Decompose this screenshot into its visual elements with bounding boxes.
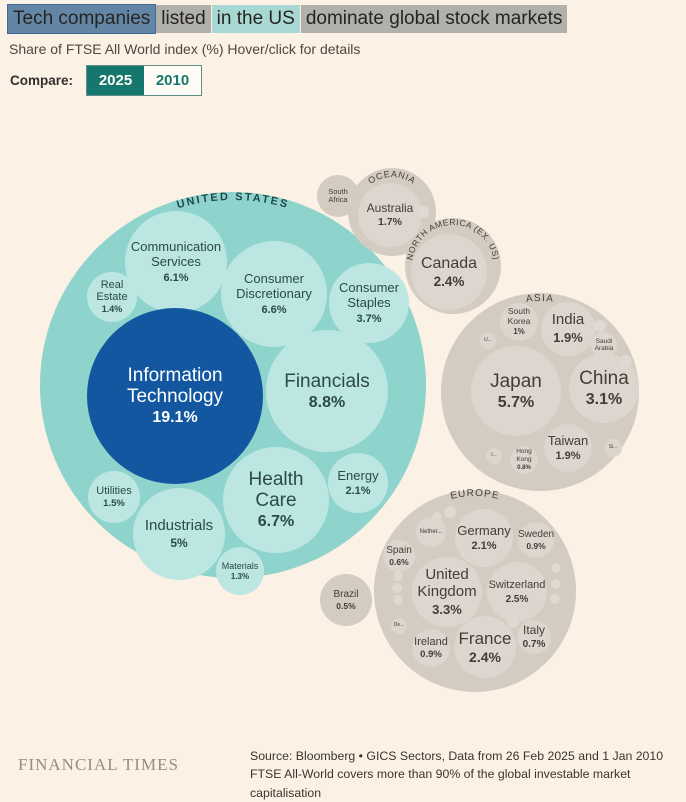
bubble-europe-dot-5 <box>393 595 403 605</box>
bubble-canada-label: Canada 2.4% <box>420 254 478 289</box>
bubble-communication-services[interactable]: Communication Services 6.1% <box>125 211 227 313</box>
title-segment: listed <box>156 5 211 33</box>
bubble-utilities[interactable]: Utilities 1.5% <box>88 471 140 523</box>
bubble-information-technology-label: Information Technology 19.1% <box>126 364 224 427</box>
bubble-japan[interactable]: Japan 5.7% <box>471 346 561 436</box>
bubble-italy-label: Italy 0.7% <box>522 622 546 651</box>
bubble-europe-dot-4 <box>392 583 402 593</box>
bubble-denmark[interactable]: De... <box>391 618 407 634</box>
bubble-europe-dot-7 <box>551 579 561 589</box>
bubble-real-estate[interactable]: Real Estate 1.4% <box>87 272 137 322</box>
bubble-denmark-label: De... <box>393 622 405 629</box>
bubble-japan-label: Japan 5.7% <box>490 370 542 411</box>
bubble-europe-dot-1 <box>444 506 456 518</box>
bubble-communication-services-label: Communication Services 6.1% <box>130 239 222 284</box>
bubble-europe-dot-9 <box>507 616 519 628</box>
bubble-france-label: France 2.4% <box>458 628 512 665</box>
bubble-india[interactable]: India 1.9% <box>541 302 595 356</box>
bubble-ireland[interactable]: Ireland 0.9% <box>412 629 450 667</box>
bubble-asia-dot-2 <box>620 355 632 367</box>
bubble-industrials-label: Industrials 5% <box>144 517 214 550</box>
bubble-europe-dot-3 <box>393 571 403 581</box>
bubble-netherlands-label: Nether... <box>419 528 443 535</box>
bubble-consumer-staples-label: Consumer Staples 3.7% <box>339 280 399 325</box>
bubble-south-korea[interactable]: South Korea 1% <box>500 303 538 341</box>
bubble-sweden[interactable]: Sweden 0.9% <box>518 522 554 558</box>
bubble-new-zealand-dot <box>417 206 429 218</box>
bubble-uae[interactable]: U... <box>480 333 496 349</box>
compare-label: Compare: <box>10 73 74 88</box>
source-note: Source: Bloomberg • GICS Sectors, Data f… <box>250 747 686 802</box>
bubble-china-label: China 3.1% <box>579 367 629 408</box>
bubble-information-technology[interactable]: Information Technology 19.1% <box>87 308 263 484</box>
bubble-indonesia[interactable]: I... <box>486 448 502 464</box>
bubble-south-korea-label: South Korea 1% <box>507 306 531 337</box>
bubble-europe-dot-8 <box>550 594 560 604</box>
bubble-germany[interactable]: Germany 2.1% <box>455 509 513 567</box>
bubble-singapore[interactable]: Si... <box>604 439 622 457</box>
bubble-energy-label: Energy 2.1% <box>337 467 379 498</box>
bubble-saudi-arabia[interactable]: Saudi Arabia <box>591 332 617 358</box>
source-line-2: FTSE All-World covers more than 90% of t… <box>250 767 631 800</box>
bubble-health-care[interactable]: Health Care 6.7% <box>223 447 329 553</box>
bubble-spain-label: Spain 0.6% <box>386 544 412 567</box>
bubble-real-estate-label: Real Estate 1.4% <box>96 278 128 315</box>
compare-button-2010[interactable]: 2010 <box>144 66 202 95</box>
bubble-uae-label: U... <box>484 337 492 344</box>
bubble-taiwan[interactable]: Taiwan 1.9% <box>544 424 592 472</box>
bubble-germany-label: Germany 2.1% <box>457 522 511 553</box>
bubble-canada[interactable]: Canada 2.4% <box>411 234 487 310</box>
bubble-united-kingdom-label: United Kingdom 3.3% <box>417 566 477 617</box>
bubble-south-africa-label: South Africa <box>328 186 348 204</box>
chart-subtitle: Share of FTSE All World index (%) Hover/… <box>9 41 361 57</box>
bubble-taiwan-label: Taiwan 1.9% <box>547 432 589 463</box>
bubble-financials-label: Financials 8.8% <box>284 370 370 411</box>
source-line-1: Source: Bloomberg • GICS Sectors, Data f… <box>250 749 664 763</box>
bubble-france[interactable]: France 2.4% <box>454 616 516 678</box>
bubble-united-kingdom[interactable]: United Kingdom 3.3% <box>412 557 482 627</box>
bubble-utilities-label: Utilities 1.5% <box>96 484 132 509</box>
financial-times-logo: FINANCIAL TIMES <box>18 755 179 774</box>
bubble-europe-dot-6 <box>551 563 561 573</box>
bubble-health-care-label: Health Care 6.7% <box>248 468 304 531</box>
bubble-asia-dot-1 <box>594 320 606 332</box>
bubble-netherlands[interactable]: Nether... <box>416 517 446 547</box>
compare-button-group: 2025 2010 <box>86 65 203 96</box>
bubble-singapore-label: Si... <box>608 444 618 451</box>
bubble-hong-kong[interactable]: Hong Kong 0.8% <box>510 446 538 474</box>
bubble-india-label: India 1.9% <box>551 311 585 346</box>
bubble-brazil-label: Brazil 0.5% <box>333 588 359 611</box>
bubble-consumer-discretionary-label: Consumer Discretionary 6.6% <box>236 271 312 316</box>
bubble-industrials[interactable]: Industrials 5% <box>133 488 225 580</box>
bubble-italy[interactable]: Italy 0.7% <box>517 620 551 654</box>
bubble-switzerland-label: Switzerland 2.5% <box>488 579 546 605</box>
bubble-brazil[interactable]: Brazil 0.5% <box>320 574 372 626</box>
compare-button-2025[interactable]: 2025 <box>87 66 145 95</box>
bubble-materials-label: Materials 1.3% <box>221 560 259 581</box>
page-title: Tech companies listed in the US dominate gl… <box>6 4 568 34</box>
compare-control: Compare: 2025 2010 <box>10 65 203 96</box>
bubble-europe-dot-2 <box>432 512 442 522</box>
bubble-saudi-arabia-label: Saudi Arabia <box>594 337 614 352</box>
bubble-australia[interactable]: Australia 1.7% <box>358 183 422 247</box>
title-segment: dominate global stock markets <box>300 5 568 33</box>
bubble-energy[interactable]: Energy 2.1% <box>328 453 388 513</box>
bubble-switzerland[interactable]: Switzerland 2.5% <box>487 562 547 622</box>
bubble-indonesia-label: I... <box>491 452 497 459</box>
bubble-ireland-label: Ireland 0.9% <box>414 635 448 660</box>
bubble-hong-kong-label: Hong Kong 0.8% <box>516 448 532 471</box>
bubble-australia-label: Australia 1.7% <box>366 200 414 228</box>
bubble-sweden-label: Sweden 0.9% <box>517 528 555 551</box>
bubble-financials[interactable]: Financials 8.8% <box>266 330 388 452</box>
bubble-spain[interactable]: Spain 0.6% <box>383 540 415 572</box>
title-segment: Tech companies <box>6 4 157 34</box>
title-segment: in the US <box>211 5 300 33</box>
bubble-materials[interactable]: Materials 1.3% <box>216 547 264 595</box>
